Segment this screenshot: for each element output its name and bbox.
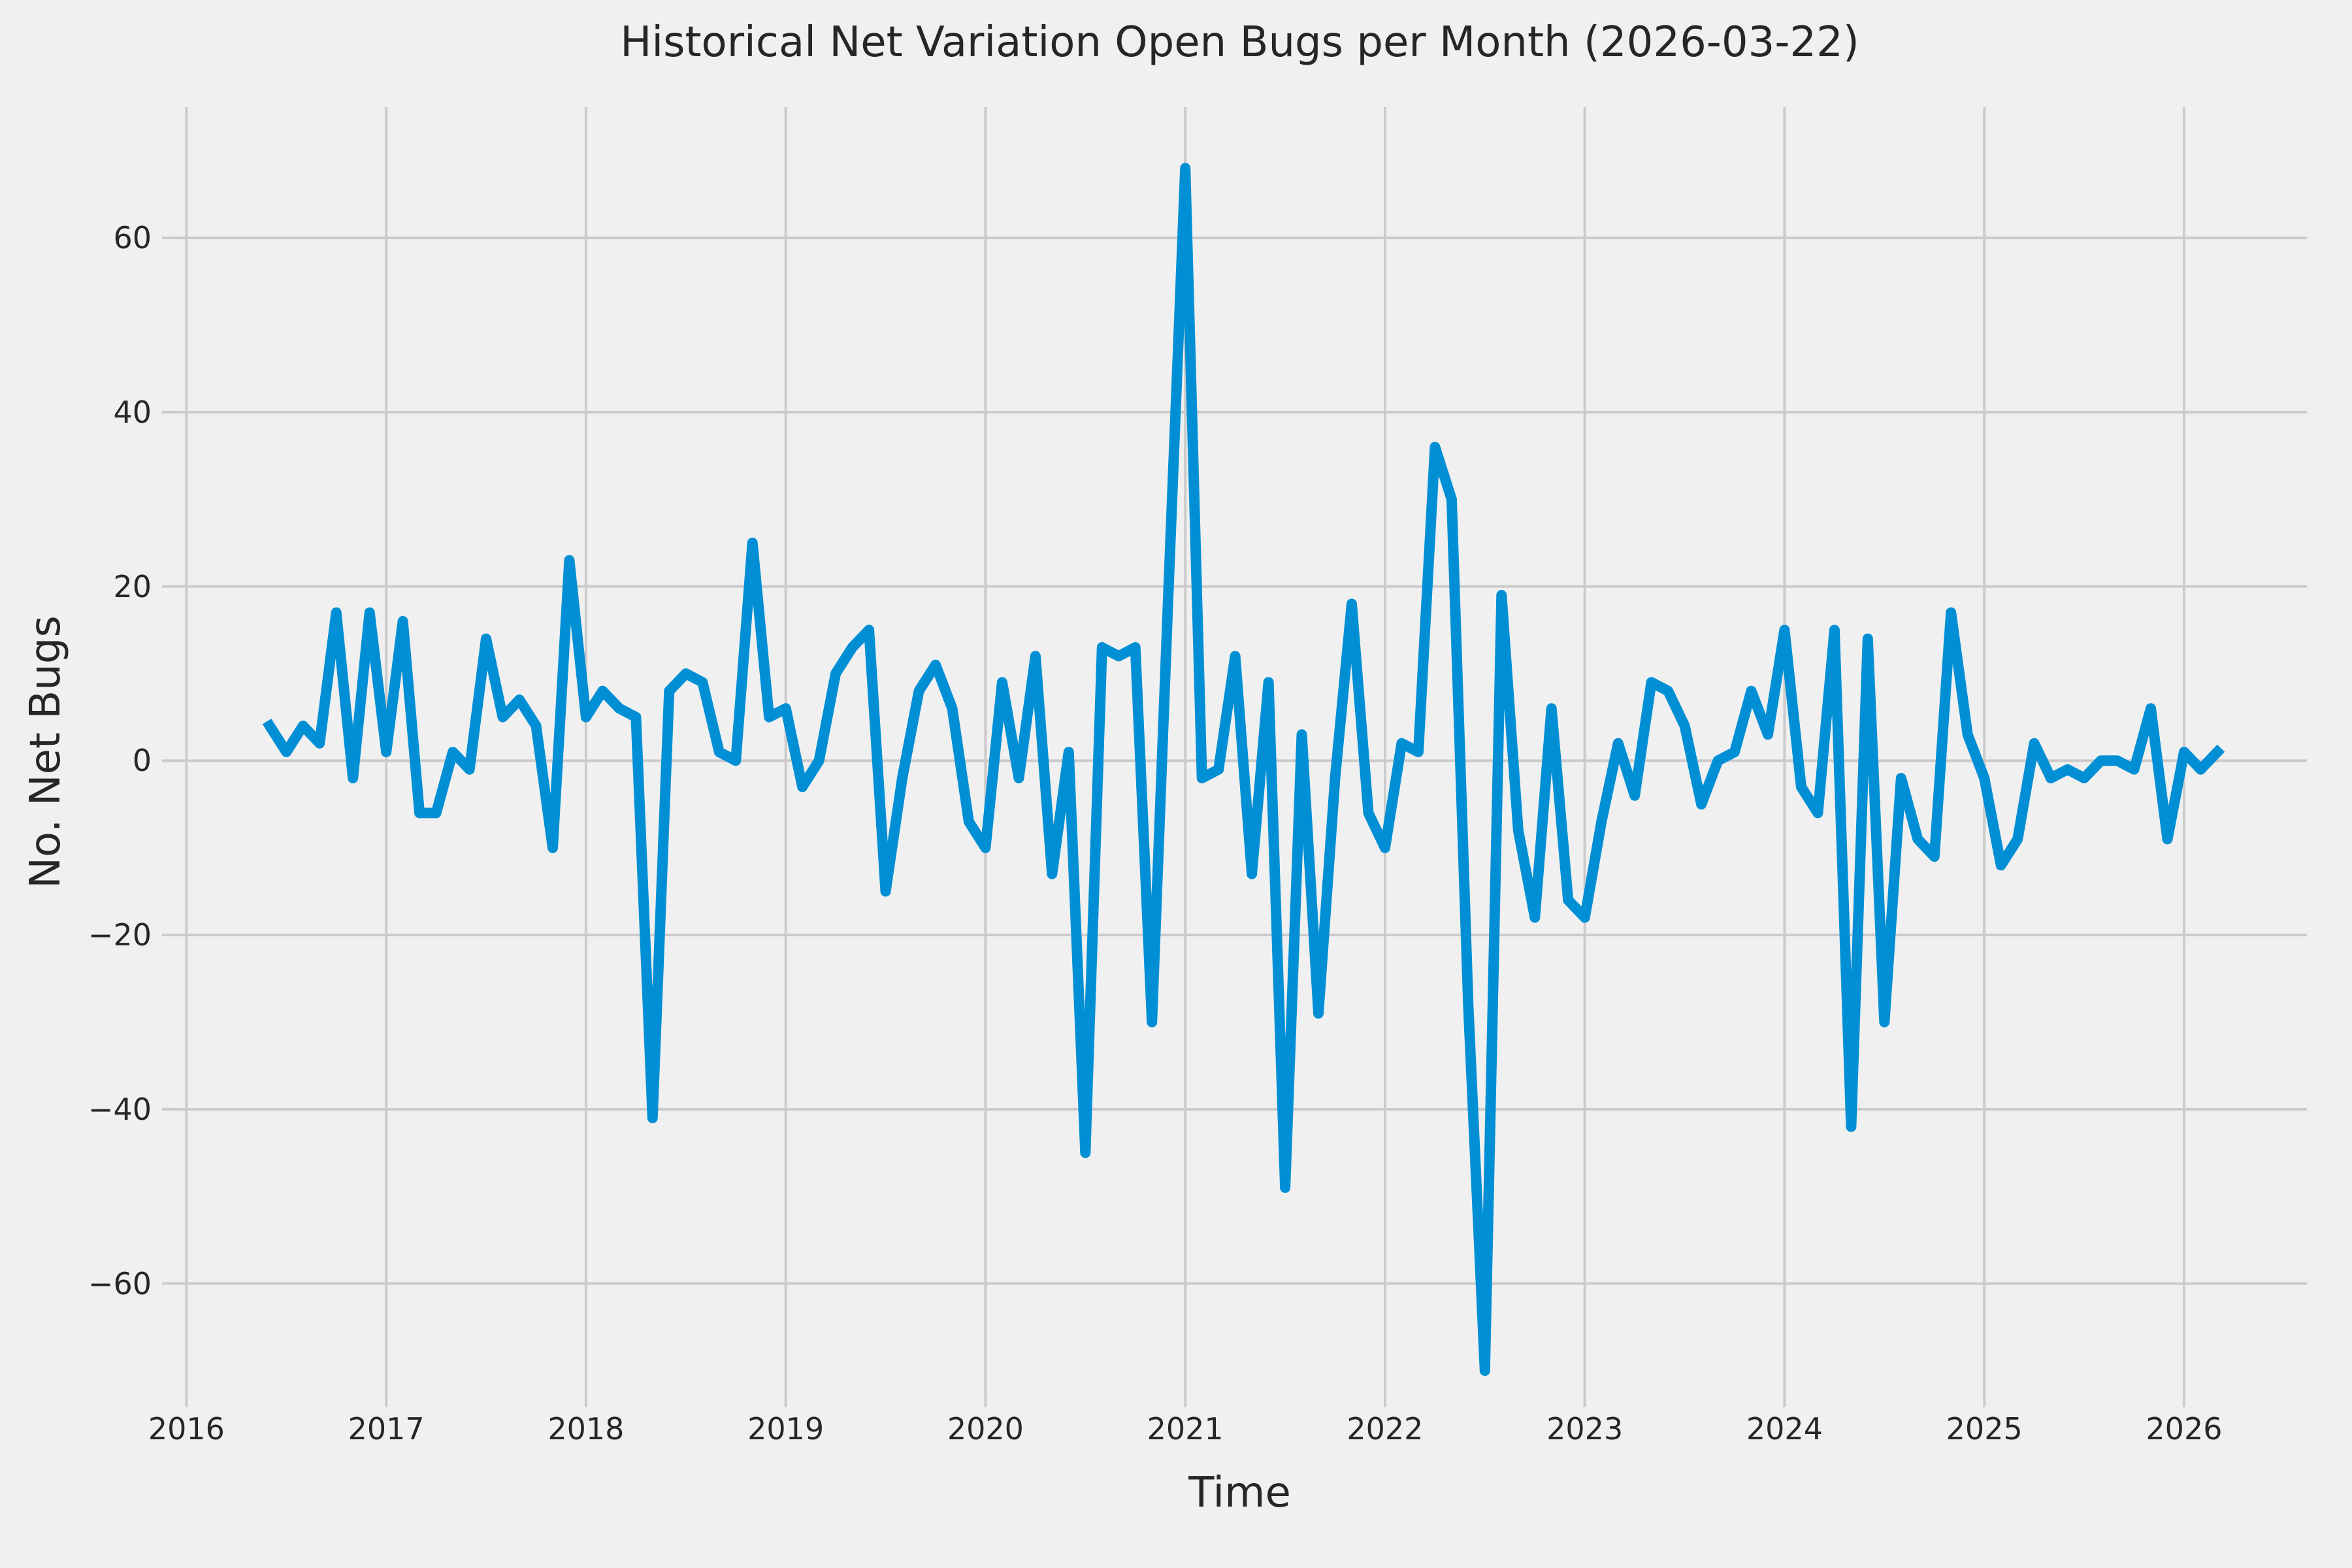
y-tick-label: −60	[88, 1266, 152, 1301]
x-tick-label: 2025	[1946, 1411, 2023, 1446]
x-tick-label: 2023	[1546, 1411, 1624, 1446]
x-tick-label: 2024	[1746, 1411, 1823, 1446]
x-tick-label: 2016	[148, 1411, 225, 1446]
x-tick-label: 2026	[2146, 1411, 2223, 1446]
x-tick-label: 2021	[1147, 1411, 1224, 1446]
x-tick-label: 2022	[1347, 1411, 1424, 1446]
y-tick-label: −20	[88, 917, 152, 953]
x-tick-label: 2020	[947, 1411, 1024, 1446]
chart-title: Historical Net Variation Open Bugs per M…	[620, 18, 1859, 67]
y-tick-label: 40	[113, 394, 152, 430]
y-tick-label: 0	[132, 743, 152, 779]
y-tick-label: 20	[113, 568, 152, 604]
series-line	[262, 163, 2225, 1376]
x-tick-label: 2017	[348, 1411, 425, 1446]
y-tick-label: −40	[88, 1091, 152, 1127]
y-tick-label: 60	[113, 220, 152, 256]
x-tick-label: 2019	[747, 1411, 825, 1446]
x-tick-label: 2018	[547, 1411, 625, 1446]
x-axis-label: Time	[1188, 1469, 1291, 1517]
